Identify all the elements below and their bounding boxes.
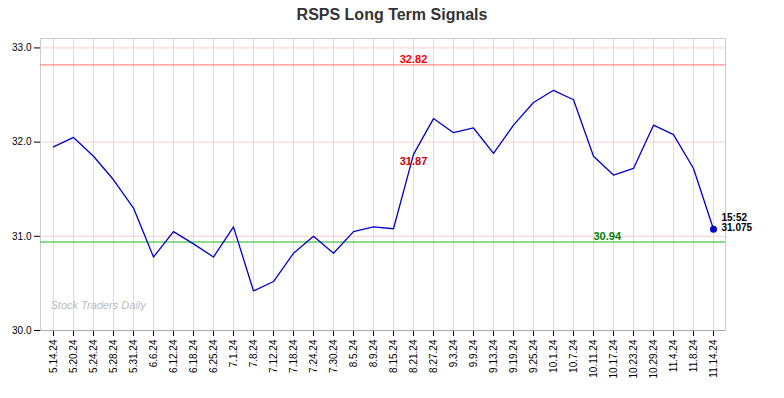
svg-text:9.3.24: 9.3.24 xyxy=(448,339,459,367)
svg-text:8.9.24: 8.9.24 xyxy=(368,339,379,367)
svg-text:10.1.24: 10.1.24 xyxy=(548,339,559,373)
svg-text:10.7.24: 10.7.24 xyxy=(568,339,579,373)
svg-text:5.31.24: 5.31.24 xyxy=(128,339,139,373)
svg-text:7.30.24: 7.30.24 xyxy=(328,339,339,373)
svg-text:8.15.24: 8.15.24 xyxy=(388,339,399,373)
svg-text:15:5231.075: 15:5231.075 xyxy=(722,212,753,233)
svg-text:30.94: 30.94 xyxy=(594,230,622,242)
svg-text:9.25.24: 9.25.24 xyxy=(528,339,539,373)
svg-text:32.0: 32.0 xyxy=(12,136,32,147)
svg-text:11.14.24: 11.14.24 xyxy=(708,339,719,378)
html-text:RSPS Long Term Signals: RSPS Long Term Signals xyxy=(296,6,488,23)
svg-text:7.1.24: 7.1.24 xyxy=(228,339,239,367)
svg-text:5.14.24: 5.14.24 xyxy=(48,339,59,373)
svg-text:11.4.24: 11.4.24 xyxy=(668,339,679,372)
svg-text:8.5.24: 8.5.24 xyxy=(348,339,359,367)
svg-text:31.0: 31.0 xyxy=(12,231,32,242)
svg-text:5.24.24: 5.24.24 xyxy=(88,339,99,373)
svg-text:9.19.24: 9.19.24 xyxy=(508,339,519,373)
svg-text:11.8.24: 11.8.24 xyxy=(688,339,699,372)
svg-text:7.24.24: 7.24.24 xyxy=(308,339,319,373)
svg-text:5.20.24: 5.20.24 xyxy=(68,339,79,373)
svg-text:10.17.24: 10.17.24 xyxy=(608,339,619,378)
svg-text:32.82: 32.82 xyxy=(400,53,428,65)
svg-text:10.23.24: 10.23.24 xyxy=(628,339,639,378)
svg-text:6.18.24: 6.18.24 xyxy=(188,339,199,373)
svg-text:30.0: 30.0 xyxy=(12,325,32,336)
svg-text:31.87: 31.87 xyxy=(400,155,428,167)
svg-text:7.8.24: 7.8.24 xyxy=(248,339,259,367)
svg-text:8.27.24: 8.27.24 xyxy=(428,339,439,373)
svg-text:7.18.24: 7.18.24 xyxy=(288,339,299,373)
svg-text:33.0: 33.0 xyxy=(12,42,32,53)
svg-text:5.28.24: 5.28.24 xyxy=(108,339,119,373)
svg-text:7.12.24: 7.12.24 xyxy=(268,339,279,373)
svg-text:6.12.24: 6.12.24 xyxy=(168,339,179,373)
svg-text:8.21.24: 8.21.24 xyxy=(408,339,419,373)
svg-text:6.25.24: 6.25.24 xyxy=(208,339,219,373)
svg-text:10.11.24: 10.11.24 xyxy=(588,339,599,378)
svg-text:9.13.24: 9.13.24 xyxy=(488,339,499,373)
svg-text:10.29.24: 10.29.24 xyxy=(648,339,659,378)
svg-text:Stock Traders Daily: Stock Traders Daily xyxy=(51,299,148,311)
svg-text:9.9.24: 9.9.24 xyxy=(468,339,479,367)
svg-text:6.6.24: 6.6.24 xyxy=(148,339,159,367)
